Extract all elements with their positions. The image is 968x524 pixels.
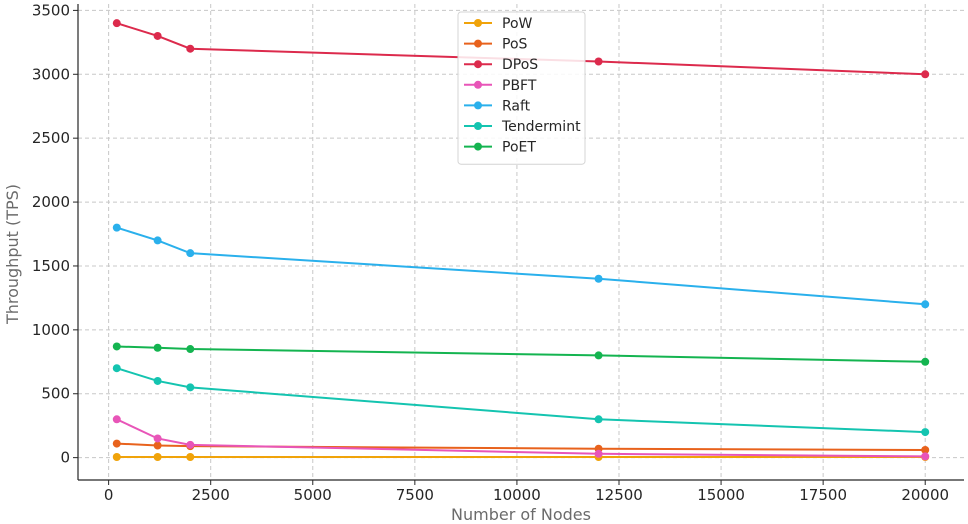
legend-label: PoW [502, 16, 533, 32]
y-tick-label: 2000 [32, 193, 70, 211]
y-tick-label: 1000 [32, 321, 70, 339]
series-dpos [112, 19, 930, 79]
data-point-pbft [112, 415, 121, 424]
data-point-raft [186, 249, 195, 258]
data-point-pos [921, 445, 930, 454]
data-point-pbft [186, 440, 195, 449]
legend-label: PBFT [502, 78, 537, 94]
legend-marker [474, 122, 482, 130]
y-axis-label: Throughput (TPS) [3, 184, 22, 325]
data-point-dpos [153, 31, 162, 40]
data-point-tendermint [153, 376, 162, 385]
legend-item: PoS [464, 37, 528, 53]
data-point-pow [153, 452, 162, 461]
legend-marker [474, 142, 482, 151]
legend-label: Raft [502, 98, 531, 114]
data-point-pow [186, 452, 195, 461]
data-point-raft [594, 274, 603, 283]
series-tendermint [112, 364, 930, 437]
legend-item: PoET [464, 140, 536, 156]
x-tick-label: 12500 [595, 486, 643, 504]
x-tick-label: 15000 [697, 486, 745, 504]
data-point-dpos [112, 19, 121, 28]
legend-item: Tendermint [464, 119, 581, 135]
y-tick-label: 500 [41, 385, 70, 403]
series-line-poet [116, 345, 926, 363]
data-point-poet [186, 345, 195, 354]
series-line-tendermint [116, 367, 926, 434]
data-point-dpos [594, 57, 603, 66]
legend-item: PoW [464, 16, 533, 32]
legend-item: DPoS [464, 57, 538, 73]
x-tick-label: 10000 [493, 486, 541, 504]
legend-item: Raft [464, 98, 531, 114]
series-line-pbft [116, 418, 926, 458]
x-axis-label: Number of Nodes [451, 505, 591, 524]
data-point-poet [112, 342, 121, 351]
x-tick-label: 20000 [901, 486, 949, 504]
data-point-pbft [921, 452, 930, 461]
series-layer [112, 19, 930, 461]
legend-marker [474, 39, 482, 48]
data-point-dpos [186, 44, 195, 53]
data-point-pos [153, 441, 162, 450]
data-point-poet [594, 351, 603, 360]
legend-label: PoS [502, 37, 528, 53]
y-tick-label: 0 [60, 449, 70, 467]
data-point-pow [112, 452, 121, 461]
data-point-poet [921, 357, 930, 366]
x-tick-label: 17500 [799, 486, 847, 504]
series-pbft [112, 415, 930, 461]
data-point-tendermint [186, 383, 195, 392]
data-point-pbft [594, 449, 603, 458]
legend-label: Tendermint [501, 119, 581, 135]
legend-item: PBFT [464, 78, 537, 94]
y-tick-label: 3000 [32, 65, 70, 83]
data-point-raft [153, 236, 162, 245]
legend-marker [474, 60, 482, 69]
data-point-poet [153, 343, 162, 352]
legend-label: PoET [502, 140, 536, 156]
x-tick-label: 7500 [396, 486, 434, 504]
data-point-pos [112, 439, 121, 448]
x-tick-label: 0 [104, 486, 114, 504]
axes: 0 2500 5000 7500 10000 12500 15000 17500 20000 0 5… [32, 1, 964, 504]
series-poet [112, 342, 930, 366]
series-pow [112, 452, 930, 461]
legend: PoW PoS DPoS PBFT Raft Tendermint PoET [457, 11, 586, 165]
y-tick-label: 1500 [32, 257, 70, 275]
y-tick-label: 2500 [32, 129, 70, 147]
x-tick-label: 5000 [294, 486, 332, 504]
data-point-dpos [921, 70, 930, 79]
series-raft [112, 223, 930, 309]
y-tick-label: 3500 [32, 1, 70, 19]
x-tick-label: 2500 [192, 486, 230, 504]
data-point-tendermint [594, 415, 603, 424]
data-point-raft [112, 223, 121, 232]
legend-marker [474, 80, 482, 89]
data-point-tendermint [921, 428, 930, 437]
data-point-raft [921, 300, 930, 309]
legend-label: DPoS [502, 57, 538, 73]
legend-marker [474, 101, 482, 110]
data-point-pbft [153, 434, 162, 443]
legend-marker [474, 19, 482, 27]
data-point-tendermint [112, 364, 121, 373]
